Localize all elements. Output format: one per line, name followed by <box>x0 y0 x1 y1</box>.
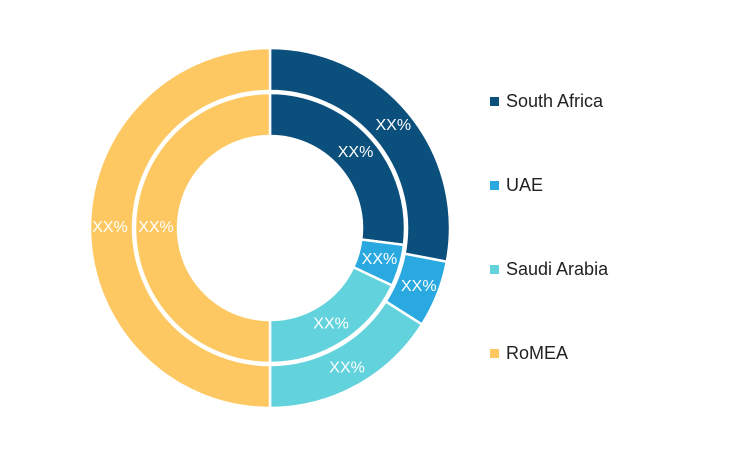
outer-label-romea: XX% <box>92 219 128 236</box>
legend-item-saudi-arabia[interactable]: Saudi Arabia <box>490 256 730 282</box>
outer-label-south-africa: XX% <box>375 117 411 134</box>
inner-label-south-africa: XX% <box>338 144 374 161</box>
inner-ring <box>133 91 407 365</box>
outer-label-uae: XX% <box>401 278 437 295</box>
inner-slice-romea[interactable] <box>133 91 272 365</box>
legend-item-romea[interactable]: RoMEA <box>490 340 730 366</box>
inner-label-romea: XX% <box>138 219 174 236</box>
slice-labels: XX%XX%XX%XX%XX%XX%XX%XX% <box>92 117 436 376</box>
inner-label-uae: XX% <box>362 251 398 268</box>
inner-label-saudi-arabia: XX% <box>313 315 349 332</box>
legend-item-uae[interactable]: UAE <box>490 172 730 198</box>
legend-label: South Africa <box>506 90 604 111</box>
legend-swatch <box>490 264 499 274</box>
outer-label-saudi-arabia: XX% <box>329 359 365 376</box>
legend-swatch <box>490 96 499 106</box>
legend-swatch <box>490 180 499 190</box>
legend-swatch <box>490 348 499 358</box>
legend: South Africa UAE Saudi Arabia RoMEA <box>490 88 730 424</box>
legend-label: RoMEA <box>506 342 569 363</box>
legend-label: UAE <box>506 174 544 195</box>
outer-ring <box>88 46 452 410</box>
legend-item-south-africa[interactable]: South Africa <box>490 88 730 114</box>
outer-slice-romea[interactable] <box>88 46 272 410</box>
legend-label: Saudi Arabia <box>506 258 609 279</box>
